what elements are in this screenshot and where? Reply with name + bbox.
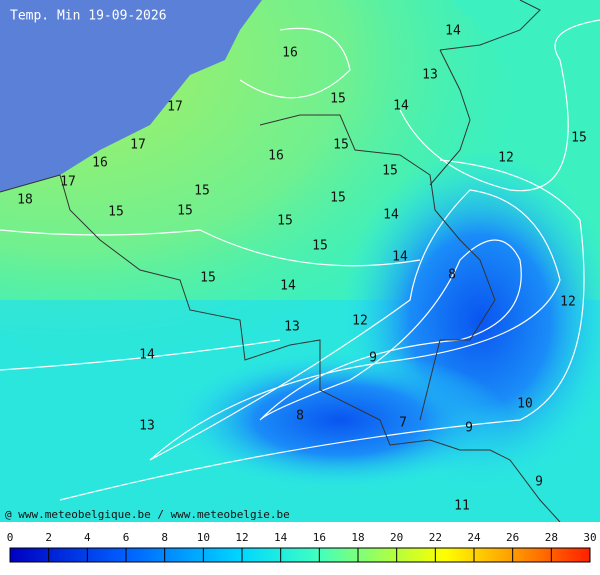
- map-title: Temp. Min 19-09-2026: [10, 9, 167, 24]
- contour-label: 15: [108, 205, 124, 220]
- contour-label: 8: [448, 268, 456, 283]
- colorbar-tick-label: 28: [545, 531, 558, 544]
- contour-label: 14: [139, 348, 155, 363]
- cold-area: [170, 350, 510, 490]
- contour-label: 7: [399, 416, 407, 431]
- contour-label: 12: [498, 151, 514, 166]
- isolines: [0, 19, 600, 501]
- colorbar-tick-label: 6: [123, 531, 130, 544]
- contour-label: 15: [312, 239, 328, 254]
- colorbar-tick-label: 20: [390, 531, 403, 544]
- contour-label: 12: [352, 314, 368, 329]
- colorbar-tick-label: 10: [197, 531, 210, 544]
- contour-label: 16: [282, 46, 298, 61]
- contour-label: 16: [268, 149, 284, 164]
- contour-label: 13: [139, 419, 155, 434]
- credit: @ www.meteobelgique.be / www.meteobelgie…: [5, 508, 290, 521]
- colorbar-tick-label: 0: [7, 531, 14, 544]
- colorbar-tick-label: 22: [429, 531, 442, 544]
- colorbar-tick-label: 18: [351, 531, 364, 544]
- contour-label: 15: [177, 204, 193, 219]
- contour-label: 14: [392, 250, 408, 265]
- contour-label: 15: [277, 214, 293, 229]
- colorbar-tick-label: 8: [161, 531, 168, 544]
- contour-label: 9: [369, 351, 377, 366]
- contour-label: 17: [167, 100, 183, 115]
- contour-label: 15: [194, 184, 210, 199]
- contour-label: 8: [296, 409, 304, 424]
- contour-label: 15: [333, 138, 349, 153]
- contour-label: 18: [17, 193, 33, 208]
- contour-label: 14: [393, 99, 409, 114]
- colorbar-tick-label: 4: [84, 531, 91, 544]
- borders: [0, 0, 561, 523]
- colorbar-tick-label: 12: [235, 531, 248, 544]
- contour-label: 15: [330, 191, 346, 206]
- colorbar-tick-label: 24: [467, 531, 481, 544]
- contour-label: 16: [92, 156, 108, 171]
- contour-label: 12: [560, 295, 576, 310]
- contour-label: 15: [330, 92, 346, 107]
- contour-label: 9: [465, 421, 473, 436]
- contour-label: 10: [517, 397, 533, 412]
- contour-label: 14: [445, 24, 461, 39]
- colorbar: [9, 547, 591, 563]
- contour-label: 14: [280, 279, 296, 294]
- colorbar-tick-label: 2: [45, 531, 52, 544]
- contour-label: 9: [535, 475, 543, 490]
- contour-label: 17: [130, 138, 146, 153]
- colorbar-tick-label: 26: [506, 531, 519, 544]
- sea: [0, 0, 262, 192]
- colorbar-tick-label: 14: [274, 531, 288, 544]
- contour-label: 15: [200, 271, 216, 286]
- contour-label: 15: [382, 164, 398, 179]
- contour-label: 17: [60, 175, 76, 190]
- contour-label: 13: [284, 320, 300, 335]
- contour-label: 11: [454, 499, 470, 514]
- contour-label: 13: [422, 68, 438, 83]
- colorbar-tick-label: 16: [313, 531, 326, 544]
- colorbar-tick-label: 30: [583, 531, 596, 544]
- contour-label: 14: [383, 208, 399, 223]
- contour-label: 15: [571, 131, 587, 146]
